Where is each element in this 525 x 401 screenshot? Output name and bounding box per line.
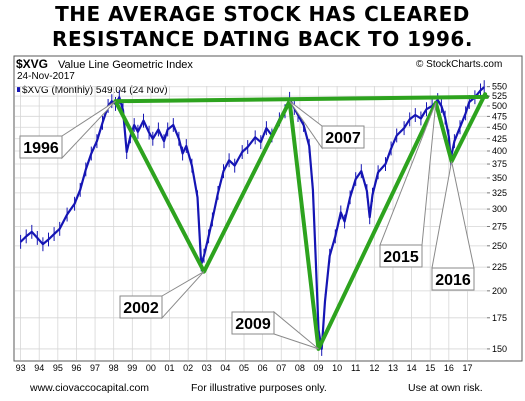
x-tick-label: 95	[53, 363, 63, 373]
footer-risk: Use at own risk.	[408, 382, 483, 394]
y-tick-label: 275	[492, 222, 507, 232]
x-tick-label: 03	[202, 363, 212, 373]
headline-line-1: THE AVERAGE STOCK HAS CLEARED	[55, 2, 470, 26]
y-tick-label: 375	[492, 159, 507, 169]
y-tick-label: 175	[492, 313, 507, 323]
price-chart: $XVG Value Line Geometric Index 24-Nov-2…	[13, 55, 523, 373]
legend-swatch	[17, 87, 20, 92]
y-tick-label: 400	[492, 146, 507, 156]
y-tick-label: 425	[492, 134, 507, 144]
y-tick-label: 550	[492, 82, 507, 92]
chart-index-name: Value Line Geometric Index	[58, 59, 193, 71]
y-tick-label: 250	[492, 241, 507, 251]
x-tick-label: 05	[239, 363, 249, 373]
x-tick-label: 06	[258, 363, 268, 373]
x-tick-label: 01	[165, 363, 175, 373]
callout-label: 2002	[123, 300, 159, 317]
y-tick-label: 450	[492, 122, 507, 132]
x-tick-label: 09	[313, 363, 323, 373]
trendline	[113, 94, 489, 104]
x-tick-label: 02	[183, 363, 193, 373]
y-tick-label: 525	[492, 91, 507, 101]
stockcharts-credit: © StockCharts.com	[416, 59, 502, 70]
y-tick-label: 200	[492, 286, 507, 296]
y-tick-label: 225	[492, 262, 507, 272]
callout-box	[379, 244, 423, 268]
x-tick-label: 98	[109, 363, 119, 373]
callout-box	[231, 311, 275, 335]
callout-label: 2015	[383, 249, 419, 266]
footer-disclaimer: For illustrative purposes only.	[191, 382, 327, 394]
callout-box	[431, 267, 475, 291]
x-tick-label: 08	[295, 363, 305, 373]
x-tick-label: 12	[369, 363, 379, 373]
footer-website: www.ciovaccocapital.com	[30, 382, 150, 394]
y-tick-label: 500	[492, 101, 507, 111]
x-tick-label: 96	[71, 363, 81, 373]
callout-pointer	[61, 100, 116, 160]
chart-date: 24-Nov-2017	[17, 71, 75, 82]
x-tick-label: 14	[407, 363, 417, 373]
callout-label: 1996	[23, 140, 59, 157]
x-tick-label: 15	[425, 363, 435, 373]
x-tick-label: 99	[127, 363, 137, 373]
x-tick-label: 93	[16, 363, 26, 373]
callout-label: 2007	[325, 130, 361, 147]
x-tick-label: 16	[444, 363, 454, 373]
x-tick-label: 04	[220, 363, 230, 373]
y-tick-label: 325	[492, 188, 507, 198]
y-tick-label: 150	[492, 344, 507, 354]
x-tick-label: 07	[276, 363, 286, 373]
callout-box	[19, 135, 63, 159]
headline-line-2: RESISTANCE DATING BACK TO 1996.	[52, 27, 473, 51]
x-tick-label: 10	[332, 363, 342, 373]
x-tick-label: 00	[146, 363, 156, 373]
callout-box	[321, 125, 365, 149]
x-tick-label: 11	[351, 363, 360, 373]
price-series-line	[19, 86, 485, 350]
chart-symbol: $XVG	[16, 57, 48, 71]
chart-frame	[13, 55, 523, 362]
y-tick-label: 300	[492, 204, 507, 214]
x-tick-label: 97	[90, 363, 100, 373]
callout-box	[119, 295, 163, 319]
x-tick-label: 17	[462, 363, 472, 373]
callout-pointer	[161, 271, 205, 320]
x-tick-label: 94	[34, 363, 44, 373]
callout-label: 2009	[235, 316, 271, 333]
y-tick-label: 350	[492, 173, 507, 183]
x-tick-label: 13	[388, 363, 398, 373]
y-tick-label: 475	[492, 111, 507, 121]
callout-label: 2016	[435, 272, 471, 289]
